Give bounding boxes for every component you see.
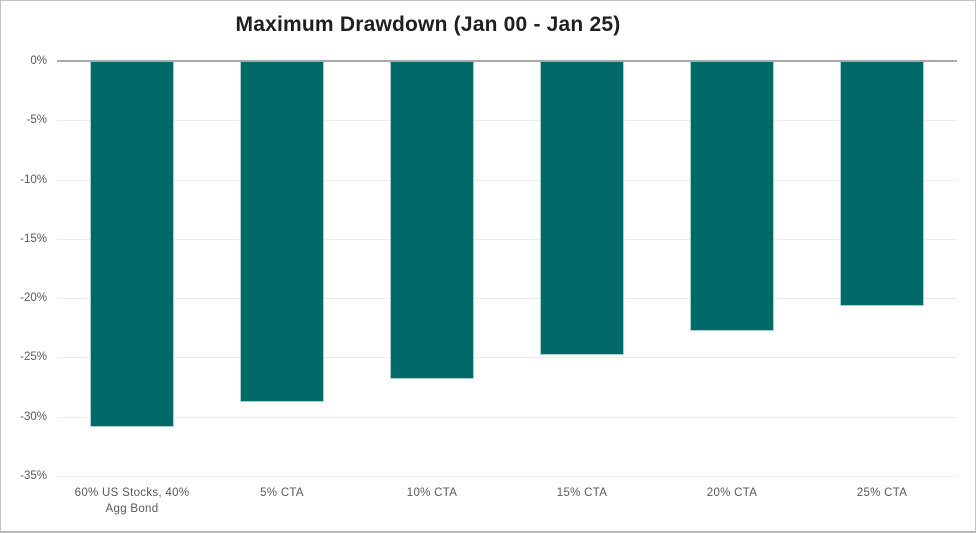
y-tick-label: -15% [20, 232, 47, 245]
gridline [57, 238, 957, 240]
bar-4 [540, 61, 624, 356]
y-tick-label: -25% [20, 351, 47, 364]
chart-title: Maximum Drawdown (Jan 00 - Jan 25) [235, 13, 621, 36]
x-tick-label: 25% CTA [856, 487, 908, 499]
y-tick-label: 0% [30, 55, 47, 67]
bar-2 [240, 61, 324, 403]
bar-1 [90, 61, 174, 428]
gridline [57, 179, 957, 181]
gridline [57, 120, 957, 122]
bar-3 [390, 61, 474, 379]
y-tick-label: -10% [20, 173, 47, 186]
y-tick-label: -30% [20, 410, 47, 423]
bar-6 [840, 61, 924, 307]
x-tick-label: 15% CTA [556, 487, 608, 499]
y-tick-label: -5% [26, 114, 47, 127]
x-tick-label: 20% CTA [706, 487, 758, 499]
gridline [57, 357, 957, 359]
zero-axis-line [57, 60, 957, 62]
y-tick-label: -35% [20, 470, 47, 482]
bar-5 [690, 61, 774, 332]
x-tick-label: 60% US Stocks, 40% Agg Bond [74, 487, 190, 515]
gridline [57, 476, 957, 477]
x-tick-label: 5% CTA [260, 487, 304, 499]
y-tick-label: -20% [20, 292, 47, 305]
gridline [57, 298, 957, 300]
x-tick-label: 10% CTA [406, 487, 458, 499]
gridline [57, 416, 957, 418]
